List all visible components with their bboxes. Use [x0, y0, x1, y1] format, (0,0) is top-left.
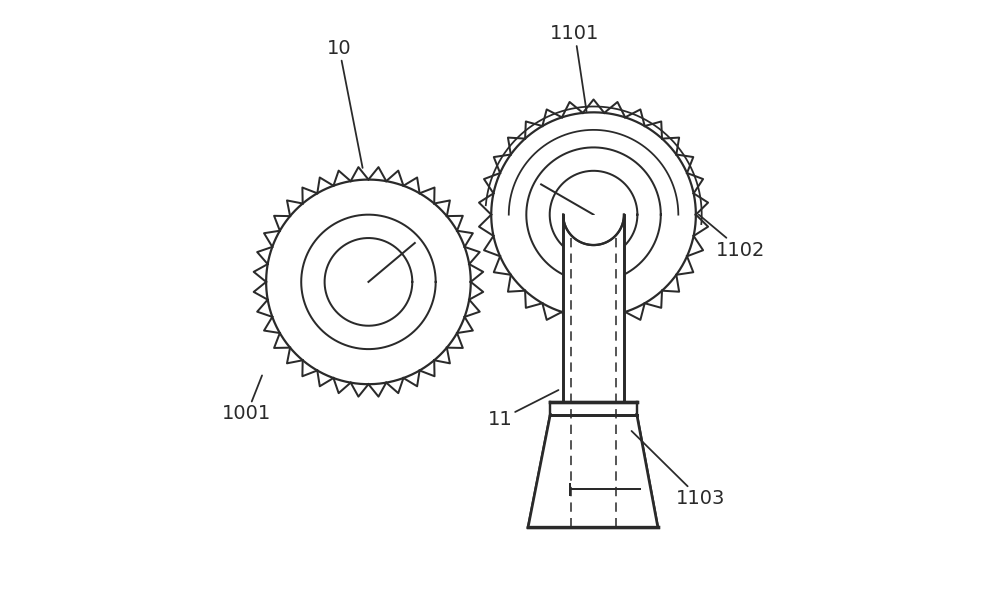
Text: 1101: 1101: [550, 24, 600, 111]
Text: 11: 11: [488, 390, 558, 429]
Text: 10: 10: [327, 39, 363, 168]
Bar: [563, 215, 624, 401]
Text: 1102: 1102: [699, 215, 766, 260]
Polygon shape: [528, 415, 658, 527]
Text: 1103: 1103: [632, 431, 725, 508]
Circle shape: [491, 112, 696, 317]
Text: 1001: 1001: [222, 375, 272, 423]
Circle shape: [266, 180, 471, 384]
